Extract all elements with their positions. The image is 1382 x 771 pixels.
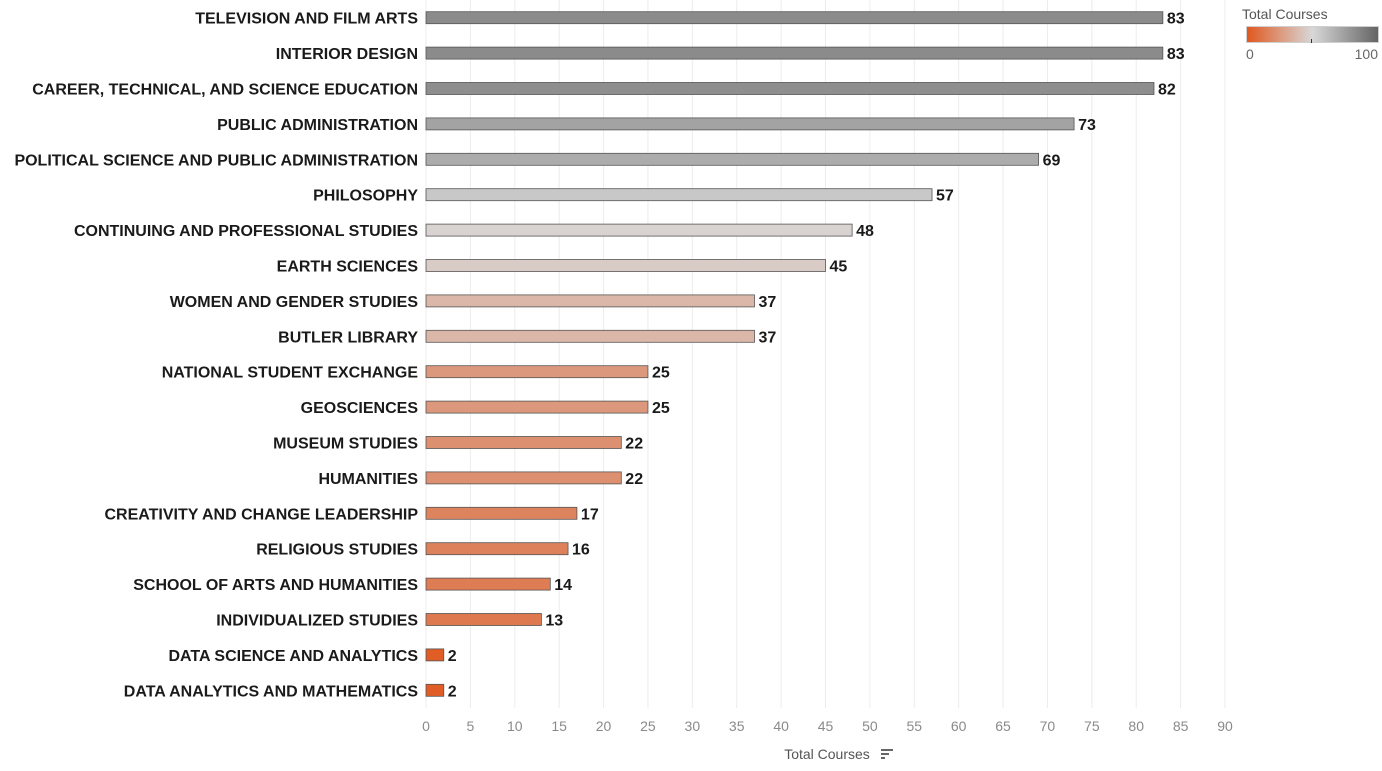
value-label: 16 [572,542,590,559]
x-tick-label: 20 [596,718,612,734]
x-tick-label: 50 [862,718,878,734]
x-tick-label: 35 [729,718,745,734]
category-label[interactable]: EARTH SCIENCES [277,259,419,276]
bar[interactable] [425,11,1164,25]
x-axis-title[interactable]: Total Courses [784,746,870,762]
bar[interactable] [425,400,649,414]
value-label: 82 [1158,82,1176,99]
category-label[interactable]: DATA SCIENCE AND ANALYTICS [169,648,419,665]
x-tick-label: 0 [422,718,430,734]
legend-gradient [1246,26,1379,43]
x-tick-label: 45 [818,718,834,734]
category-label[interactable]: TELEVISION AND FILM ARTS [195,11,418,28]
x-tick-label: 85 [1173,718,1189,734]
bar[interactable] [425,648,445,662]
bars [425,11,1164,697]
bar[interactable] [425,329,755,343]
category-label[interactable]: INTERIOR DESIGN [276,46,418,63]
bar[interactable] [425,82,1155,95]
x-axis-ticks: 0 5 10 15 20 25 30 35 40 45 50 55 60 65 70 75 80 85 90 [422,718,1233,734]
category-label[interactable]: MUSEUM STUDIES [273,436,418,453]
category-label[interactable]: CREATIVITY AND CHANGE LEADERSHIP [104,506,418,523]
sort-descending-icon[interactable] [881,747,893,759]
category-label[interactable]: BUTLER LIBRARY [278,329,418,346]
value-label: 22 [625,436,643,453]
bar[interactable] [425,683,445,697]
x-tick-label: 65 [995,718,1011,734]
value-label: 48 [856,223,874,240]
category-label[interactable]: PUBLIC ADMINISTRATION [217,117,418,134]
x-tick-label: 80 [1128,718,1144,734]
bar[interactable] [425,117,1075,131]
value-label: 69 [1043,152,1061,169]
value-label: 2 [448,648,457,665]
category-label[interactable]: DATA ANALYTICS AND MATHEMATICS [124,683,419,700]
bar[interactable] [425,577,551,591]
category-label[interactable]: GEOSCIENCES [301,400,419,417]
x-tick-label: 40 [773,718,789,734]
bar[interactable] [425,223,853,237]
category-label[interactable]: SCHOOL OF ARTS AND HUMANITIES [133,577,418,594]
value-label: 2 [448,683,457,700]
bar[interactable] [425,542,569,556]
category-label[interactable]: CAREER, TECHNICAL, AND SCIENCE EDUCATION [32,82,418,99]
category-label[interactable]: PHILOSOPHY [313,188,418,205]
value-label: 25 [652,365,670,382]
category-label[interactable]: NATIONAL STUDENT EXCHANGE [162,365,419,382]
category-label[interactable]: WOMEN AND GENDER STUDIES [170,294,419,311]
bar[interactable] [425,259,826,272]
bar[interactable] [425,152,1039,166]
category-labels: TELEVISION AND FILM ARTS INTERIOR DESIGN C… [14,11,418,701]
x-tick-label: 10 [507,718,523,734]
x-tick-label: 30 [685,718,701,734]
x-tick-label: 60 [951,718,967,734]
category-label[interactable]: CONTINUING AND PROFESSIONAL STUDIES [74,223,418,240]
color-legend[interactable]: Total Courses 0 100 [1242,5,1379,65]
x-tick-label: 25 [640,718,656,734]
legend-title: Total Courses [1242,6,1328,22]
gridlines [425,0,1226,708]
bar[interactable] [425,294,755,308]
category-label[interactable]: HUMANITIES [318,471,418,488]
x-tick-label: 55 [906,718,922,734]
category-label[interactable]: RELIGIOUS STUDIES [256,542,418,559]
value-label: 25 [652,400,670,417]
x-tick-label: 15 [551,718,567,734]
value-label: 83 [1167,46,1185,63]
value-label: 57 [936,188,954,205]
value-label: 17 [581,506,599,523]
x-tick-label: 75 [1084,718,1100,734]
category-label[interactable]: POLITICAL SCIENCE AND PUBLIC ADMINISTRAT… [14,152,418,169]
bar[interactable] [425,436,622,449]
legend-min-label: 0 [1246,46,1254,62]
bar[interactable] [425,365,649,379]
bar[interactable] [425,506,578,520]
bar[interactable] [425,188,933,202]
value-label: 73 [1078,117,1096,134]
value-label: 45 [830,259,848,276]
category-label[interactable]: INDIVIDUALIZED STUDIES [216,613,418,630]
value-label: 13 [545,613,563,630]
value-label: 22 [625,471,643,488]
value-label: 37 [758,294,776,311]
bar[interactable] [425,613,542,626]
legend-marker [1311,39,1312,43]
value-label: 83 [1167,11,1185,28]
value-label: 37 [758,329,776,346]
x-tick-label: 5 [466,718,474,734]
value-label: 14 [554,577,572,594]
bar[interactable] [425,46,1164,60]
bar[interactable] [425,471,622,485]
x-tick-label: 70 [1040,718,1056,734]
x-tick-label: 90 [1217,718,1233,734]
legend-max-label: 100 [1354,46,1378,62]
